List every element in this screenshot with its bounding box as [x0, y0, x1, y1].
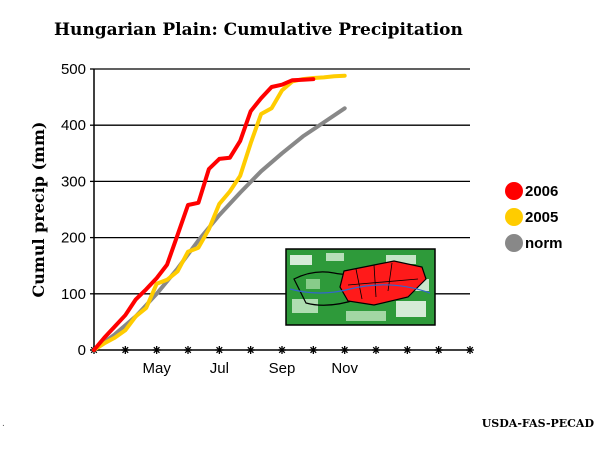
x-tick-mark: [403, 346, 412, 354]
x-tick-mark: [184, 346, 192, 354]
chart-title: Hungarian Plain: Cumulative Precipitatio…: [54, 20, 463, 40]
series-line-2006: [92, 77, 316, 352]
map-terrain: [326, 253, 344, 261]
x-tick-label: Sep: [269, 360, 296, 377]
series-lines: [92, 73, 347, 352]
map-terrain: [346, 311, 386, 321]
region-map-inset: [285, 248, 436, 326]
axes: 0 100 200 300 400 500 May Jul Sep Nov: [61, 61, 474, 377]
x-tick-mark: [466, 346, 474, 354]
y-tick-label: 200: [61, 230, 86, 247]
x-tick-label: May: [142, 360, 171, 377]
map-terrain: [306, 279, 320, 289]
legend: 2006 2005 norm: [505, 182, 563, 252]
legend-label-2006: 2006: [525, 183, 558, 200]
x-tick-mark: [434, 346, 443, 354]
x-tick-mark: [121, 346, 130, 354]
legend-marker-norm: [505, 234, 523, 252]
y-tick-label: 300: [61, 173, 86, 190]
map-terrain: [386, 255, 416, 264]
y-tick-label: 0: [78, 342, 86, 359]
x-tick-mark: [246, 346, 255, 354]
map-county-lines: [347, 262, 419, 300]
x-tick-mark: [152, 346, 161, 354]
x-tick-label: Nov: [331, 360, 358, 377]
y-tick-label: 500: [61, 61, 86, 78]
legend-label-norm: norm: [525, 235, 563, 252]
x-tick-label: Jul: [210, 360, 229, 377]
x-tick-mark: [309, 346, 318, 354]
legend-label-2005: 2005: [525, 209, 558, 226]
map-terrain: [292, 299, 318, 313]
map-terrain: [396, 301, 426, 317]
map-highlighted-region: [339, 260, 427, 306]
source-credit: USDA-FAS-PECAD: [481, 417, 594, 430]
legend-marker-2005: [505, 208, 523, 226]
x-tick-mark: [278, 346, 286, 354]
x-tick-mark: [340, 346, 349, 354]
corner-mark: .: [2, 418, 5, 429]
legend-marker-2006: [505, 182, 523, 200]
map-terrain: [290, 255, 312, 265]
y-tick-label: 400: [61, 117, 86, 134]
x-tick-mark: [372, 346, 380, 354]
y-axis-label: Cumul precip (mm): [29, 122, 48, 298]
y-tick-label: 100: [61, 286, 86, 303]
x-tick-mark: [215, 346, 224, 354]
map-river: [289, 284, 431, 294]
